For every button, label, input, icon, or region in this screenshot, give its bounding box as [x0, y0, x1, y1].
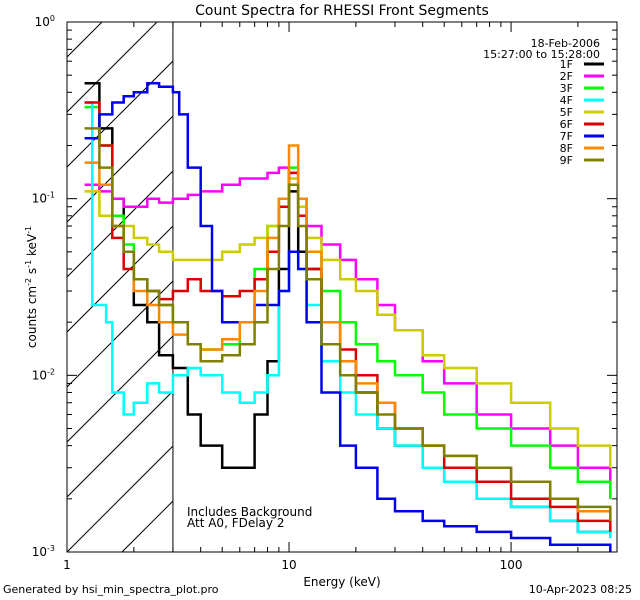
- legend-label-5F: 5F: [560, 106, 573, 119]
- series-7F-line: [84, 82, 612, 552]
- legend-label-1F: 1F: [560, 58, 573, 71]
- annotation-attenuator: Att A0, FDelay 2: [187, 516, 284, 530]
- legend-label-4F: 4F: [560, 94, 573, 107]
- series-4F-line: [84, 101, 612, 538]
- hatch-line: [67, 335, 173, 443]
- hatch-line: [617, 22, 640, 552]
- series-6F-line: [84, 101, 612, 532]
- hatch-line: [67, 445, 173, 552]
- hatch-line: [0, 22, 47, 552]
- legend-label-9F: 9F: [560, 154, 573, 167]
- chart-title: Count Spectra for RHESSI Front Segments: [195, 3, 489, 19]
- axes-layer: [66, 21, 618, 553]
- labels-layer: 1 10 100 10-3 10-2 10-1 100 Count Spectra for R…: [24, 3, 600, 589]
- x-axis-label: Energy (keV): [303, 575, 380, 589]
- x-tick-label: 100: [500, 558, 523, 572]
- series-1F-line: [84, 82, 612, 538]
- footer-timestamp: 10-Apr-2023 08:25: [528, 583, 632, 596]
- series-9F-line: [84, 127, 612, 521]
- y-tick-label: 10-3: [32, 544, 55, 559]
- legend-label-2F: 2F: [560, 70, 573, 83]
- plot-frame: [66, 21, 618, 553]
- legend-label-6F: 6F: [560, 118, 573, 131]
- footer-generator: Generated by hsi_min_spectra_plot.pro: [3, 583, 219, 596]
- series-3F-line: [84, 105, 612, 499]
- hatch-line: [67, 60, 173, 168]
- series-5F-line: [84, 177, 612, 468]
- series-layer: [84, 82, 612, 552]
- attenuator-hatch-region: [0, 22, 640, 552]
- hatch-line: [67, 22, 158, 113]
- hatch-line: [67, 225, 173, 333]
- y-tick-label: 10-2: [32, 367, 55, 382]
- time-range-label: 15:27:00 to 15:28:00: [483, 48, 600, 61]
- y-tick-label: 10-1: [32, 191, 55, 206]
- legend-label-7F: 7F: [560, 130, 573, 143]
- hatch-line: [67, 170, 173, 278]
- date-label: 18-Feb-2006: [531, 37, 600, 50]
- hatch-line: [507, 22, 640, 552]
- y-tick-label: 100: [35, 14, 55, 29]
- hatch-line: [67, 280, 173, 388]
- x-tick-label: 10: [281, 558, 296, 572]
- legend-label-8F: 8F: [560, 142, 573, 155]
- y-axis-label: counts cm-2 s-1 keV-1: [24, 226, 39, 348]
- x-tick-label: 1: [63, 558, 71, 572]
- hatch-line: [67, 390, 173, 498]
- legend-label-3F: 3F: [560, 82, 573, 95]
- annotation-background: Includes Background: [187, 505, 312, 519]
- hatch-line: [452, 22, 640, 552]
- series-2F-line: [84, 166, 612, 499]
